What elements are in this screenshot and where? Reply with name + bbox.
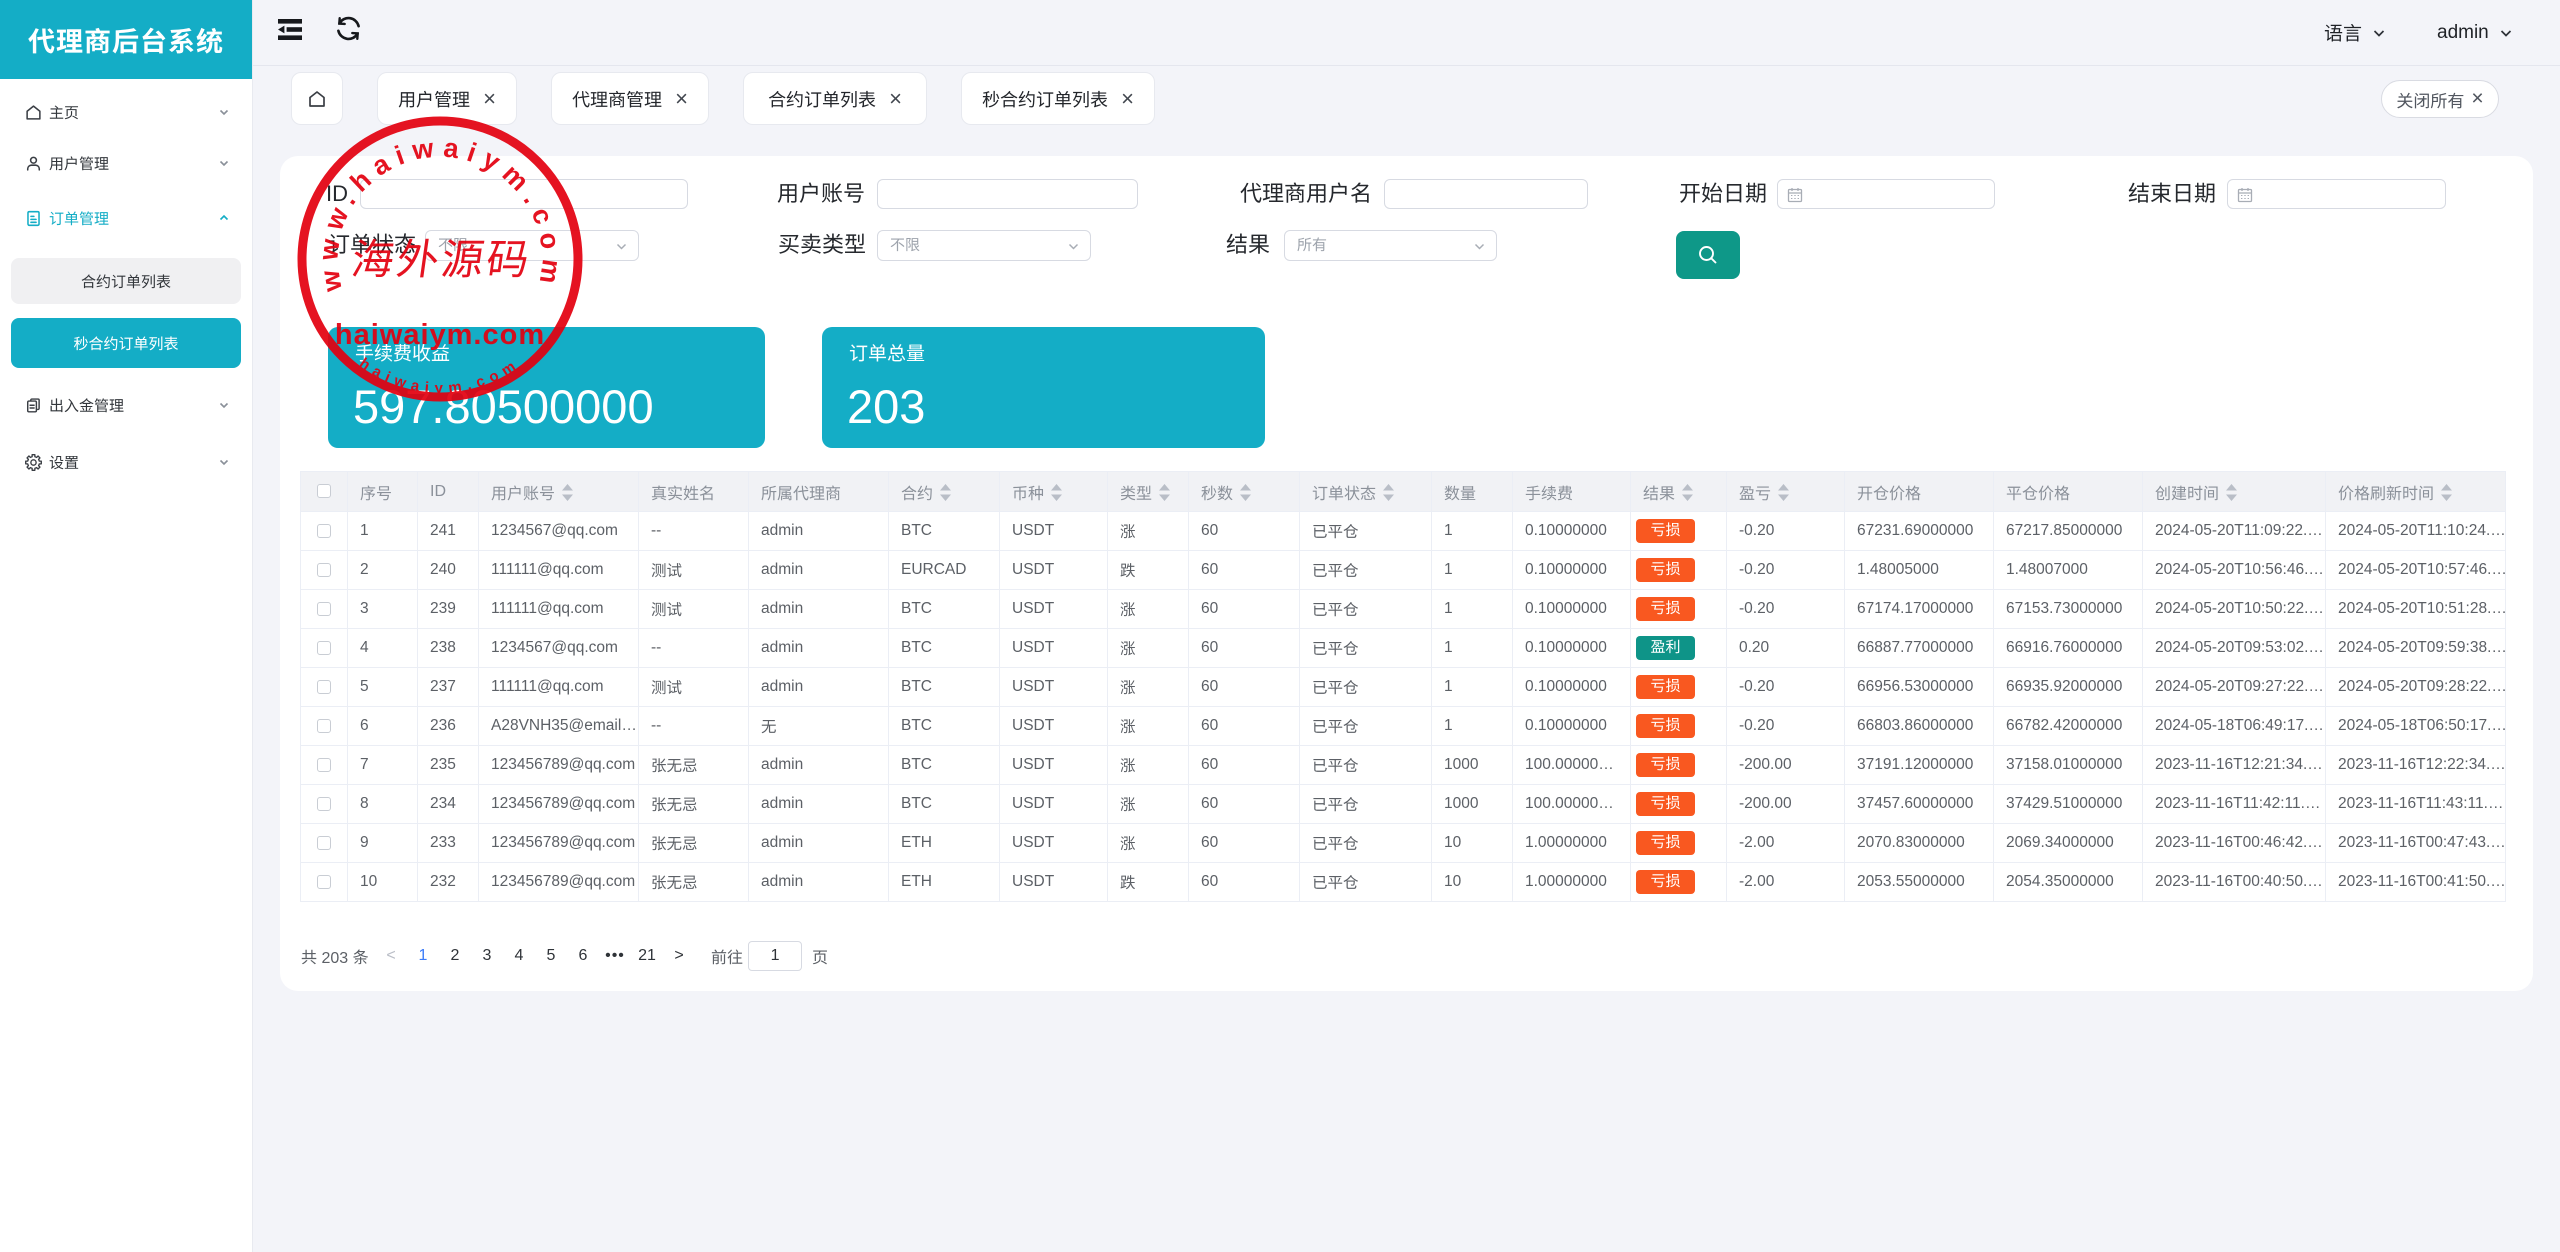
svg-text:haiwaiym.com: haiwaiym.com [356,355,524,397]
svg-text:haiwaiym.com: haiwaiym.com [335,319,545,351]
svg-text:海外源码: 海外源码 [349,236,535,283]
